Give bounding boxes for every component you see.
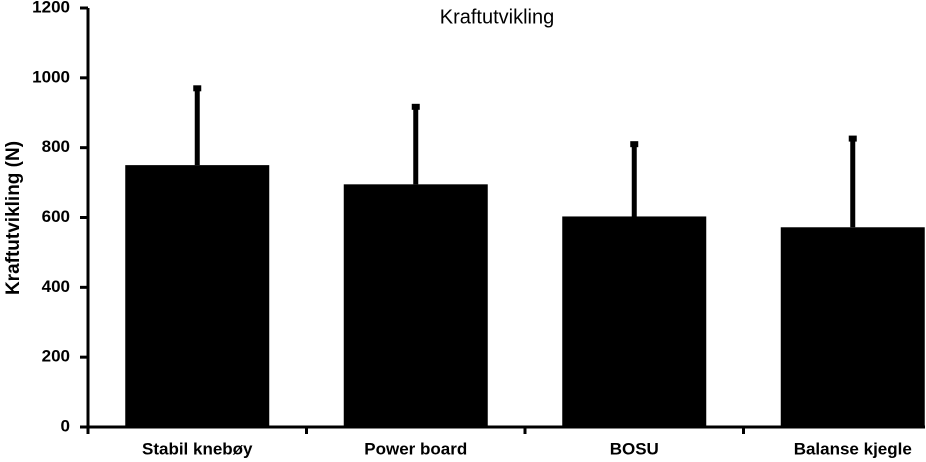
y-tick-label: 600 [42,207,70,226]
bar [125,165,270,427]
y-tick-label: 800 [42,137,70,156]
y-tick-label: 200 [42,347,70,366]
bar [780,227,925,427]
y-tick-label: 1200 [32,0,70,16]
y-tick-label: 0 [61,416,70,435]
x-tick-label: Balanse kjegle [794,439,912,458]
error-cap [411,103,420,110]
chart-title: Kraftutvikling [440,6,555,28]
error-cap [193,85,202,92]
error-cap [630,141,639,148]
y-tick-label: 400 [42,277,70,296]
x-tick-label: Power board [364,439,467,458]
error-cap [848,135,857,142]
x-tick-label: BOSU [610,439,659,458]
y-tick-label: 1000 [32,67,70,86]
bar [343,184,488,427]
y-axis-label: Kraftutvikling (N) [3,141,24,295]
bar [562,216,707,427]
x-tick-label: Stabil knebøy [142,439,253,458]
